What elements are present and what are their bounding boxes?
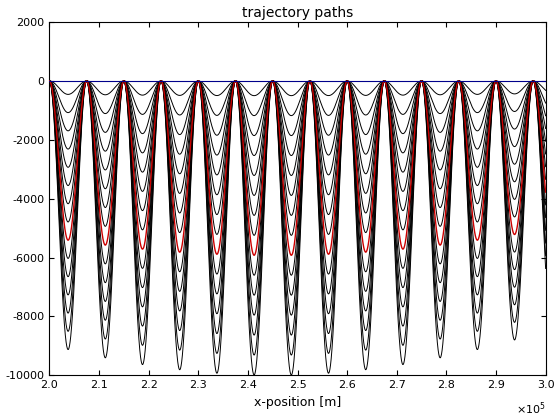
X-axis label: x-position [m]: x-position [m]	[254, 396, 341, 409]
Title: trajectory paths: trajectory paths	[242, 5, 353, 20]
Text: $\times 10^5$: $\times 10^5$	[516, 400, 545, 417]
